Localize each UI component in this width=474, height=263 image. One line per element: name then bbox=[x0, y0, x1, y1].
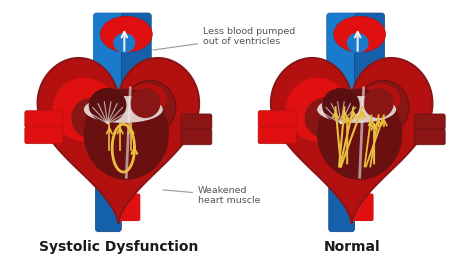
FancyBboxPatch shape bbox=[118, 193, 140, 221]
Ellipse shape bbox=[317, 89, 402, 180]
FancyBboxPatch shape bbox=[95, 185, 121, 232]
PathPatch shape bbox=[37, 58, 199, 223]
FancyBboxPatch shape bbox=[25, 111, 63, 128]
Text: Systolic Dysfunction: Systolic Dysfunction bbox=[39, 240, 198, 254]
FancyBboxPatch shape bbox=[258, 127, 296, 144]
Ellipse shape bbox=[89, 88, 127, 122]
FancyBboxPatch shape bbox=[25, 127, 63, 144]
FancyBboxPatch shape bbox=[414, 114, 445, 130]
FancyBboxPatch shape bbox=[414, 129, 445, 145]
Ellipse shape bbox=[317, 96, 396, 123]
Ellipse shape bbox=[128, 84, 167, 114]
FancyBboxPatch shape bbox=[181, 129, 212, 145]
FancyBboxPatch shape bbox=[327, 13, 359, 110]
FancyBboxPatch shape bbox=[93, 13, 125, 110]
FancyBboxPatch shape bbox=[181, 114, 212, 130]
Ellipse shape bbox=[84, 96, 163, 123]
Ellipse shape bbox=[357, 80, 409, 134]
Ellipse shape bbox=[124, 80, 176, 134]
Text: Normal: Normal bbox=[323, 240, 380, 254]
Ellipse shape bbox=[52, 77, 117, 142]
Ellipse shape bbox=[84, 89, 169, 180]
Ellipse shape bbox=[334, 16, 385, 52]
Ellipse shape bbox=[130, 88, 161, 118]
Ellipse shape bbox=[71, 98, 111, 139]
FancyBboxPatch shape bbox=[352, 193, 374, 221]
Ellipse shape bbox=[100, 16, 152, 52]
Text: Less blood pumped
out of ventricles: Less blood pumped out of ventricles bbox=[153, 27, 295, 50]
FancyBboxPatch shape bbox=[258, 111, 296, 128]
Ellipse shape bbox=[113, 33, 135, 53]
Ellipse shape bbox=[305, 98, 345, 139]
FancyBboxPatch shape bbox=[355, 13, 384, 89]
Ellipse shape bbox=[285, 77, 350, 142]
Ellipse shape bbox=[346, 33, 369, 53]
Ellipse shape bbox=[322, 88, 360, 122]
Ellipse shape bbox=[361, 84, 400, 114]
FancyBboxPatch shape bbox=[329, 185, 355, 232]
Ellipse shape bbox=[364, 88, 394, 118]
PathPatch shape bbox=[271, 58, 432, 223]
Text: Weakened
heart muscle: Weakened heart muscle bbox=[163, 186, 261, 205]
FancyBboxPatch shape bbox=[121, 13, 151, 89]
